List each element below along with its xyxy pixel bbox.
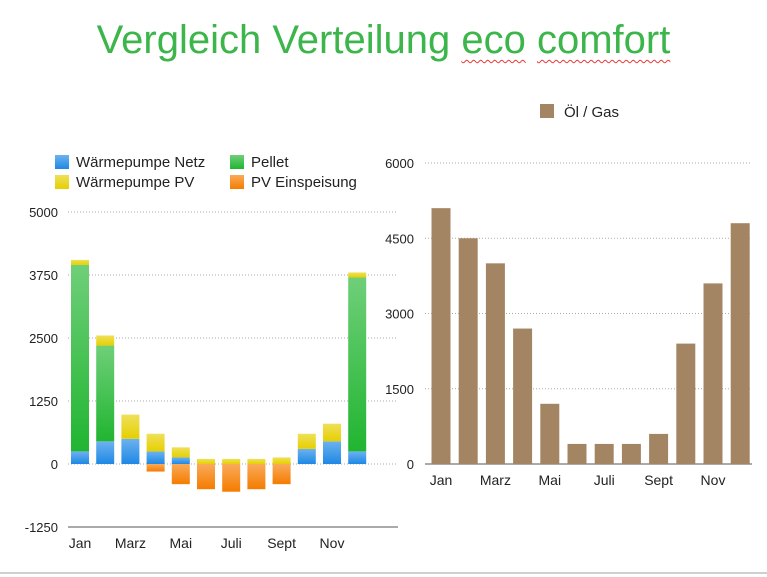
title-part-eco: eco xyxy=(461,18,526,62)
bar-segment xyxy=(348,451,367,464)
x-tick-label: Marz xyxy=(480,472,511,488)
legend-swatch xyxy=(55,155,69,169)
bar-segment xyxy=(71,259,89,265)
slide-title: Vergleich Verteilung eco comfort xyxy=(0,18,767,63)
legend-swatch xyxy=(55,175,69,189)
bar-segment xyxy=(348,277,367,452)
y-tick-label: 2500 xyxy=(29,331,58,346)
x-tick-label: Marz xyxy=(115,535,146,551)
x-tick-label: Sept xyxy=(644,472,673,488)
bar-segment xyxy=(323,441,341,464)
bar-segment xyxy=(171,457,190,464)
x-tick-label: Jan xyxy=(430,472,453,488)
bottom-rule xyxy=(0,572,767,574)
bar-segment xyxy=(272,457,291,464)
bar xyxy=(621,443,641,464)
x-tick-label: Nov xyxy=(701,472,726,488)
y-tick-label: 1500 xyxy=(385,382,414,397)
x-tick-label: Sept xyxy=(267,535,296,551)
bar-segment xyxy=(96,345,115,442)
legend-swatch xyxy=(230,155,244,169)
bar xyxy=(676,343,696,464)
bar-segment xyxy=(171,447,190,458)
bar-segment xyxy=(323,423,341,442)
bar xyxy=(594,443,614,464)
x-tick-label: Mai xyxy=(170,535,193,551)
legend-label: Wärmepumpe PV xyxy=(76,174,194,191)
y-tick-label: 3000 xyxy=(385,307,414,322)
chart-oil-gas: 6000 4500 3000 1500 0 Jan Marz Mai Juli Sept Nov Öl… xyxy=(385,103,752,488)
y-tick-label: 0 xyxy=(407,457,414,472)
legend-label: Wärmepumpe Netz xyxy=(76,154,205,171)
title-part-comfort: comfort xyxy=(536,18,671,62)
bar-segment xyxy=(146,451,165,464)
x-tick-label: Mai xyxy=(539,472,562,488)
bar xyxy=(513,328,533,464)
bar-segment xyxy=(121,438,140,464)
bar xyxy=(567,443,587,464)
x-tick-label: Nov xyxy=(320,535,345,551)
title-part-main: Vergleich Verteilung xyxy=(96,18,462,62)
bar-segment xyxy=(348,272,367,278)
bar-segment xyxy=(96,335,115,346)
bar xyxy=(540,403,560,464)
bar xyxy=(485,263,505,464)
legend-swatch xyxy=(540,104,554,118)
bar xyxy=(703,283,723,464)
bar-segment xyxy=(197,464,215,490)
bar-segment xyxy=(297,433,316,449)
bar-segment xyxy=(146,464,165,472)
y-tick-label: -1250 xyxy=(25,520,58,535)
bar-segment xyxy=(146,433,165,452)
bar xyxy=(730,223,750,464)
y-tick-label: 1250 xyxy=(29,394,58,409)
bar xyxy=(649,433,669,464)
bar-segment xyxy=(247,458,266,464)
bar-segment xyxy=(171,464,190,485)
bar-segment xyxy=(121,414,140,439)
legend-label: Pellet xyxy=(251,154,289,171)
bar-segment xyxy=(96,441,115,464)
y-tick-label: 0 xyxy=(51,457,58,472)
y-tick-label: 5000 xyxy=(29,205,58,220)
x-tick-label: Juli xyxy=(221,535,242,551)
y-tick-label: 4500 xyxy=(385,231,414,246)
bar-segment xyxy=(71,451,89,464)
legend-swatch xyxy=(230,175,244,189)
legend-label: PV Einspeisung xyxy=(251,174,357,191)
bar xyxy=(458,238,478,464)
y-tick-label: 3750 xyxy=(29,268,58,283)
bar-segment xyxy=(222,464,241,492)
bar-segment xyxy=(222,458,241,464)
legend-label: Öl / Gas xyxy=(564,103,619,121)
bar-segment xyxy=(197,458,215,464)
bar-segment xyxy=(71,264,89,452)
x-tick-label: Juli xyxy=(594,472,615,488)
chart-energy-distribution: 5000 3750 2500 1250 0 -1250 Jan Marz Mai Juli Sept… xyxy=(25,154,398,551)
x-tick-label: Jan xyxy=(69,535,92,551)
bar-segment xyxy=(247,464,266,490)
y-tick-label: 6000 xyxy=(385,156,414,171)
bar-segment xyxy=(272,464,291,485)
bar-segment xyxy=(297,448,316,464)
bar xyxy=(431,208,451,464)
